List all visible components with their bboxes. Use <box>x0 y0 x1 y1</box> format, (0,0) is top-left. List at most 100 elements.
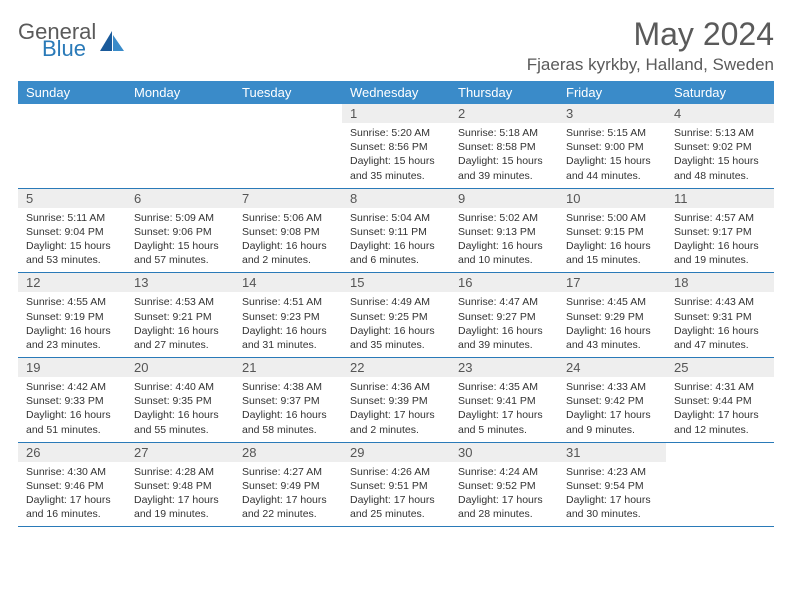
day-number: 12 <box>18 273 126 292</box>
day-number: 4 <box>666 104 774 123</box>
day-content: Sunrise: 4:38 AMSunset: 9:37 PMDaylight:… <box>234 377 342 442</box>
day-number: 1 <box>342 104 450 123</box>
logo-text: General Blue <box>18 22 96 60</box>
day-cell: 26Sunrise: 4:30 AMSunset: 9:46 PMDayligh… <box>18 443 126 527</box>
day-cell: 12Sunrise: 4:55 AMSunset: 9:19 PMDayligh… <box>18 273 126 357</box>
day-number: 18 <box>666 273 774 292</box>
day-cell: 14Sunrise: 4:51 AMSunset: 9:23 PMDayligh… <box>234 273 342 357</box>
day-cell: 9Sunrise: 5:02 AMSunset: 9:13 PMDaylight… <box>450 189 558 273</box>
empty-day <box>126 104 234 188</box>
day-cell: 13Sunrise: 4:53 AMSunset: 9:21 PMDayligh… <box>126 273 234 357</box>
day-cell: 4Sunrise: 5:13 AMSunset: 9:02 PMDaylight… <box>666 104 774 188</box>
day-number: 5 <box>18 189 126 208</box>
day-number: 24 <box>558 358 666 377</box>
title-block: May 2024 Fjaeras kyrkby, Halland, Sweden <box>527 16 774 75</box>
day-content: Sunrise: 5:11 AMSunset: 9:04 PMDaylight:… <box>18 208 126 273</box>
day-cell: 15Sunrise: 4:49 AMSunset: 9:25 PMDayligh… <box>342 273 450 357</box>
day-content: Sunrise: 4:49 AMSunset: 9:25 PMDaylight:… <box>342 292 450 357</box>
day-number: 8 <box>342 189 450 208</box>
week-row: 19Sunrise: 4:42 AMSunset: 9:33 PMDayligh… <box>18 358 774 443</box>
day-content: Sunrise: 4:27 AMSunset: 9:49 PMDaylight:… <box>234 462 342 527</box>
day-content: Sunrise: 5:00 AMSunset: 9:15 PMDaylight:… <box>558 208 666 273</box>
day-cell: 30Sunrise: 4:24 AMSunset: 9:52 PMDayligh… <box>450 443 558 527</box>
day-cell: 16Sunrise: 4:47 AMSunset: 9:27 PMDayligh… <box>450 273 558 357</box>
sail-icon <box>100 31 126 53</box>
day-cell: 5Sunrise: 5:11 AMSunset: 9:04 PMDaylight… <box>18 189 126 273</box>
day-number: 30 <box>450 443 558 462</box>
day-number: 21 <box>234 358 342 377</box>
day-cell: 18Sunrise: 4:43 AMSunset: 9:31 PMDayligh… <box>666 273 774 357</box>
day-cell: 31Sunrise: 4:23 AMSunset: 9:54 PMDayligh… <box>558 443 666 527</box>
day-number: 13 <box>126 273 234 292</box>
dow-monday: Monday <box>126 81 234 104</box>
day-number: 27 <box>126 443 234 462</box>
week-row: 12Sunrise: 4:55 AMSunset: 9:19 PMDayligh… <box>18 273 774 358</box>
header: General Blue May 2024 Fjaeras kyrkby, Ha… <box>18 16 774 75</box>
day-number: 16 <box>450 273 558 292</box>
dow-wednesday: Wednesday <box>342 81 450 104</box>
day-cell: 23Sunrise: 4:35 AMSunset: 9:41 PMDayligh… <box>450 358 558 442</box>
calendar-grid: SundayMondayTuesdayWednesdayThursdayFrid… <box>18 81 774 527</box>
dow-tuesday: Tuesday <box>234 81 342 104</box>
day-cell: 1Sunrise: 5:20 AMSunset: 8:56 PMDaylight… <box>342 104 450 188</box>
day-number: 17 <box>558 273 666 292</box>
day-content: Sunrise: 5:15 AMSunset: 9:00 PMDaylight:… <box>558 123 666 188</box>
month-title: May 2024 <box>527 16 774 53</box>
day-cell: 21Sunrise: 4:38 AMSunset: 9:37 PMDayligh… <box>234 358 342 442</box>
week-row: 26Sunrise: 4:30 AMSunset: 9:46 PMDayligh… <box>18 443 774 528</box>
day-cell: 24Sunrise: 4:33 AMSunset: 9:42 PMDayligh… <box>558 358 666 442</box>
day-content: Sunrise: 5:02 AMSunset: 9:13 PMDaylight:… <box>450 208 558 273</box>
day-content: Sunrise: 4:57 AMSunset: 9:17 PMDaylight:… <box>666 208 774 273</box>
day-cell: 7Sunrise: 5:06 AMSunset: 9:08 PMDaylight… <box>234 189 342 273</box>
day-cell: 10Sunrise: 5:00 AMSunset: 9:15 PMDayligh… <box>558 189 666 273</box>
day-cell: 25Sunrise: 4:31 AMSunset: 9:44 PMDayligh… <box>666 358 774 442</box>
day-number: 10 <box>558 189 666 208</box>
day-content: Sunrise: 4:40 AMSunset: 9:35 PMDaylight:… <box>126 377 234 442</box>
day-number: 19 <box>18 358 126 377</box>
day-content: Sunrise: 4:55 AMSunset: 9:19 PMDaylight:… <box>18 292 126 357</box>
day-number: 2 <box>450 104 558 123</box>
day-content: Sunrise: 5:04 AMSunset: 9:11 PMDaylight:… <box>342 208 450 273</box>
day-cell: 6Sunrise: 5:09 AMSunset: 9:06 PMDaylight… <box>126 189 234 273</box>
dow-sunday: Sunday <box>18 81 126 104</box>
day-number: 11 <box>666 189 774 208</box>
day-cell: 20Sunrise: 4:40 AMSunset: 9:35 PMDayligh… <box>126 358 234 442</box>
day-content: Sunrise: 4:42 AMSunset: 9:33 PMDaylight:… <box>18 377 126 442</box>
day-number: 20 <box>126 358 234 377</box>
day-cell: 29Sunrise: 4:26 AMSunset: 9:51 PMDayligh… <box>342 443 450 527</box>
day-content: Sunrise: 4:51 AMSunset: 9:23 PMDaylight:… <box>234 292 342 357</box>
day-number: 25 <box>666 358 774 377</box>
day-number: 9 <box>450 189 558 208</box>
empty-day <box>666 443 774 527</box>
day-cell: 28Sunrise: 4:27 AMSunset: 9:49 PMDayligh… <box>234 443 342 527</box>
day-number: 7 <box>234 189 342 208</box>
dow-friday: Friday <box>558 81 666 104</box>
dow-saturday: Saturday <box>666 81 774 104</box>
day-number: 22 <box>342 358 450 377</box>
day-cell: 8Sunrise: 5:04 AMSunset: 9:11 PMDaylight… <box>342 189 450 273</box>
day-content: Sunrise: 4:53 AMSunset: 9:21 PMDaylight:… <box>126 292 234 357</box>
day-content: Sunrise: 4:43 AMSunset: 9:31 PMDaylight:… <box>666 292 774 357</box>
day-number: 28 <box>234 443 342 462</box>
day-content: Sunrise: 4:35 AMSunset: 9:41 PMDaylight:… <box>450 377 558 442</box>
day-content: Sunrise: 4:24 AMSunset: 9:52 PMDaylight:… <box>450 462 558 527</box>
week-row: 5Sunrise: 5:11 AMSunset: 9:04 PMDaylight… <box>18 189 774 274</box>
day-number: 15 <box>342 273 450 292</box>
day-content: Sunrise: 4:31 AMSunset: 9:44 PMDaylight:… <box>666 377 774 442</box>
day-cell: 27Sunrise: 4:28 AMSunset: 9:48 PMDayligh… <box>126 443 234 527</box>
day-content: Sunrise: 4:36 AMSunset: 9:39 PMDaylight:… <box>342 377 450 442</box>
day-number: 29 <box>342 443 450 462</box>
day-content: Sunrise: 5:06 AMSunset: 9:08 PMDaylight:… <box>234 208 342 273</box>
day-content: Sunrise: 4:28 AMSunset: 9:48 PMDaylight:… <box>126 462 234 527</box>
logo: General Blue <box>18 22 126 60</box>
week-row: 1Sunrise: 5:20 AMSunset: 8:56 PMDaylight… <box>18 104 774 189</box>
day-content: Sunrise: 4:26 AMSunset: 9:51 PMDaylight:… <box>342 462 450 527</box>
day-cell: 22Sunrise: 4:36 AMSunset: 9:39 PMDayligh… <box>342 358 450 442</box>
day-content: Sunrise: 4:33 AMSunset: 9:42 PMDaylight:… <box>558 377 666 442</box>
day-cell: 19Sunrise: 4:42 AMSunset: 9:33 PMDayligh… <box>18 358 126 442</box>
day-number: 23 <box>450 358 558 377</box>
logo-word-blue: Blue <box>42 39 96 60</box>
day-cell: 17Sunrise: 4:45 AMSunset: 9:29 PMDayligh… <box>558 273 666 357</box>
day-number: 14 <box>234 273 342 292</box>
day-number: 31 <box>558 443 666 462</box>
